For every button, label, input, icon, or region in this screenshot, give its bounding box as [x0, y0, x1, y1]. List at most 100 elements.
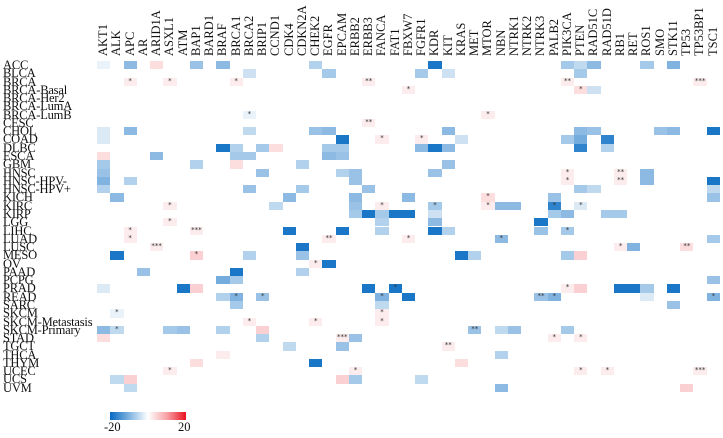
row-label: ESCA — [3, 149, 35, 164]
heatmap-cell — [613, 243, 628, 252]
heatmap-cell — [335, 375, 349, 384]
significance-marker: * — [115, 308, 119, 317]
heatmap-cell — [216, 143, 230, 153]
column-label-text: PTEN — [573, 24, 588, 56]
significance-marker: * — [486, 109, 490, 118]
heatmap-cell — [494, 234, 508, 244]
column-label-text: NTRK1 — [506, 15, 521, 56]
heatmap-cell — [627, 284, 641, 293]
row-label: BRCA-LumA — [3, 99, 73, 114]
row-label: THCA — [3, 347, 37, 362]
heatmap-cell — [110, 251, 124, 260]
heatmap-cell — [242, 185, 257, 194]
heatmap-cell — [362, 209, 376, 219]
heatmap-cell — [362, 185, 376, 194]
significance-marker: * — [168, 366, 172, 375]
heatmap-cell — [163, 77, 177, 86]
heatmap-cell — [587, 61, 601, 70]
heatmap-cell — [375, 292, 389, 301]
heatmap-cell — [441, 342, 455, 351]
heatmap-cell — [295, 251, 310, 260]
significance-marker: * — [579, 366, 583, 375]
heatmap-cell — [560, 325, 575, 335]
heatmap-cell — [401, 234, 416, 244]
heatmap-cell — [242, 127, 257, 136]
heatmap-cell — [574, 367, 588, 376]
significance-marker: * — [234, 76, 238, 85]
heatmap-cell — [613, 209, 628, 219]
heatmap-cell — [534, 226, 548, 235]
heatmap-cell — [666, 127, 681, 136]
colorbar — [110, 412, 186, 420]
heatmap-cell — [97, 185, 111, 194]
heatmap-cell — [163, 367, 177, 376]
heatmap-cell — [256, 334, 270, 343]
column-label-text: ALK — [109, 30, 124, 56]
heatmap-cell — [507, 201, 522, 210]
heatmap-cell — [560, 284, 575, 293]
heatmap-cell — [706, 292, 720, 301]
heatmap-cell — [415, 69, 429, 78]
heatmap-cell — [600, 209, 614, 219]
heatmap-cell — [97, 160, 111, 169]
row-label: HNSC-HPV+ — [3, 182, 71, 197]
significance-marker: * — [380, 291, 384, 300]
column-label-text: PIK3CA — [559, 12, 574, 56]
heatmap-cell — [441, 69, 455, 78]
row-label: PCPG — [3, 273, 34, 288]
significance-marker: * — [247, 109, 252, 118]
heatmap-cell — [123, 176, 137, 186]
significance-marker: * — [380, 316, 384, 325]
column-label-text: ERBB3 — [361, 17, 376, 56]
heatmap-cell — [97, 127, 111, 136]
heatmap-cell — [123, 383, 137, 392]
heatmap-cell — [110, 375, 124, 384]
heatmap-cell — [309, 127, 323, 136]
heatmap-cell — [653, 127, 667, 136]
heatmap-cell — [150, 243, 164, 252]
heatmap-cell — [428, 226, 442, 235]
heatmap-cell — [309, 259, 323, 268]
heatmap-cell — [666, 284, 681, 293]
significance-marker: * — [353, 366, 358, 375]
significance-marker: * — [486, 192, 490, 201]
heatmap-cell — [375, 209, 389, 219]
heatmap-cell — [560, 209, 575, 219]
heatmap-cell — [706, 176, 720, 186]
column-label-text: CDKN2A — [294, 5, 309, 56]
heatmap-cell — [97, 135, 111, 144]
heatmap-cell — [574, 185, 588, 194]
column-label-text: SMO — [652, 28, 667, 56]
significance-marker: * — [380, 308, 384, 317]
heatmap-cell — [242, 251, 257, 260]
heatmap-cell — [600, 135, 614, 144]
column-label: TSC1 — [706, 0, 721, 56]
significance-marker: * — [234, 291, 238, 300]
heatmap-cell — [216, 350, 230, 359]
significance-marker: ** — [564, 76, 572, 85]
column-label-text: KRAS — [453, 22, 468, 56]
heatmap-cell — [256, 143, 270, 153]
significance-marker: * — [565, 167, 570, 176]
heatmap-cell — [560, 61, 575, 70]
heatmap-cell — [309, 358, 323, 368]
heatmap-cell — [428, 201, 442, 210]
heatmap-cell — [110, 325, 124, 335]
heatmap-cell — [256, 325, 270, 335]
column-label-text: TP53 — [679, 28, 694, 56]
column-label-text: TP53BP1 — [692, 7, 707, 56]
row-label: SKCM-Primary — [3, 322, 81, 337]
heatmap-cell — [242, 317, 257, 326]
significance-marker: * — [552, 200, 557, 209]
row-label: PAAD — [3, 264, 36, 279]
significance-marker: * — [247, 316, 252, 325]
column-label-text: ASXL1 — [162, 17, 177, 56]
column-label-text: BRAF — [215, 23, 230, 56]
heatmap-cell — [494, 350, 508, 359]
heatmap-cell — [97, 284, 111, 293]
heatmap-cell — [640, 284, 654, 293]
heatmap-cell — [163, 201, 177, 210]
significance-marker: * — [128, 225, 132, 234]
row-label: HNSC — [3, 165, 36, 180]
column-label-text: BRCA1 — [228, 15, 243, 56]
